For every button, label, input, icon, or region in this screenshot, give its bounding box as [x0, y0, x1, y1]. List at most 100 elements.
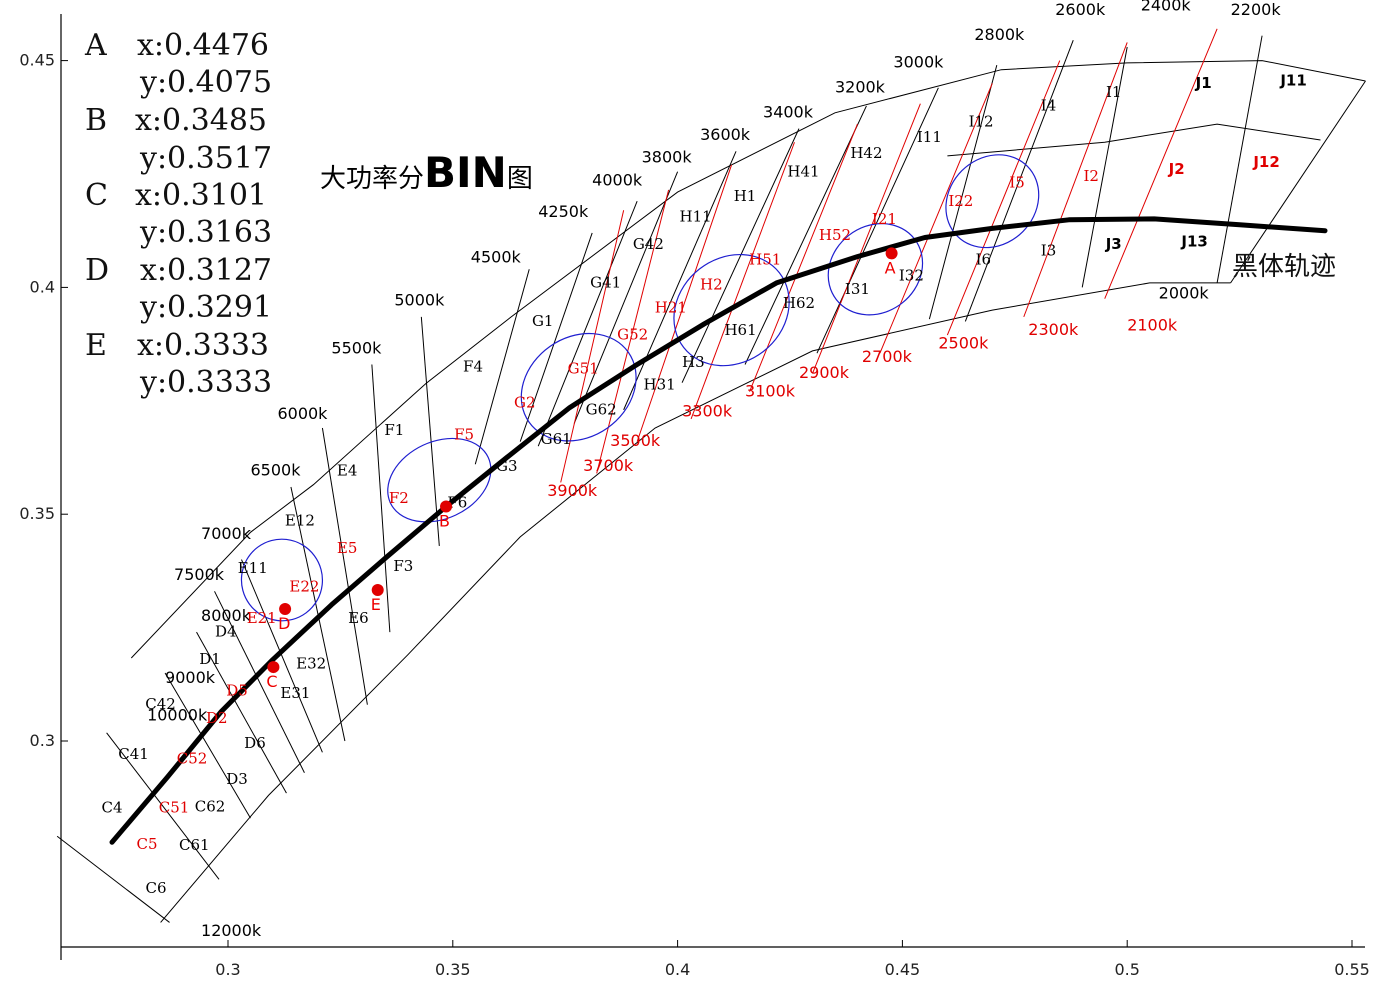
bin-label-E5: E5 [337, 539, 358, 557]
bin-label-J13: J13 [1180, 233, 1207, 251]
cct-label-3000k: 3000k [893, 52, 944, 71]
cct-line-2300k [1023, 42, 1128, 318]
cct-line-4000k [537, 201, 638, 447]
cct-line-3400k [681, 128, 800, 383]
cct-line-3000k [816, 87, 939, 354]
legend-D-y: y:0.3291 [139, 290, 272, 325]
legend-C-name: C [85, 178, 108, 213]
bin-label-G61: G61 [541, 430, 572, 448]
x-tick-label: 0.3 [215, 960, 240, 979]
cct-line-4500k [474, 269, 530, 465]
axes [60, 14, 1365, 960]
cct-line-2000k [1230, 80, 1366, 284]
G-ellipse [520, 332, 637, 442]
legend-D-name: D [85, 253, 109, 288]
chart-title: 大功率分BIN图 [320, 148, 533, 197]
bin-label-E32: E32 [296, 654, 326, 672]
cct-label-2800k: 2800k [974, 25, 1025, 44]
bin-label-G1: G1 [532, 312, 554, 330]
bin-label-H2: H2 [700, 276, 723, 294]
cct-label-12000k: 12000k [201, 921, 262, 940]
bin-label-G2: G2 [514, 394, 536, 412]
bin-label-H61: H61 [724, 321, 756, 339]
bin-label-C41: C41 [118, 745, 149, 763]
cct-label-3700k: 3700k [583, 456, 634, 475]
cct-line-8000k [196, 631, 287, 794]
cct-label-7500k: 7500k [174, 565, 225, 584]
cct-line-2700k [879, 83, 993, 354]
cct-line-3900k [560, 210, 625, 483]
x-tick-label: 0.5 [1114, 960, 1139, 979]
cct-line-9000k [164, 672, 251, 819]
point-C [267, 661, 280, 674]
cct-label-4500k: 4500k [471, 247, 522, 266]
cct-label-2500k: 2500k [938, 334, 989, 353]
bin-label-I12: I12 [969, 112, 994, 130]
cct-label-3800k: 3800k [642, 148, 693, 167]
bin-label-J3: J3 [1105, 235, 1122, 253]
chart-title-part2: BIN [424, 148, 507, 197]
bin-label-J2: J2 [1168, 160, 1185, 178]
cct-line-6000k [321, 427, 368, 705]
bin-label-J1: J1 [1195, 74, 1212, 92]
blackbody-locus [109, 216, 1328, 845]
H-ellipse [673, 253, 790, 367]
bin-label-I31: I31 [845, 280, 870, 298]
cct-line-3500k [636, 164, 733, 442]
x-tick-label: 0.45 [885, 960, 921, 979]
cct-label-3400k: 3400k [763, 102, 814, 121]
cct-line-7000k [241, 559, 323, 753]
ellipses [240, 154, 1040, 622]
bin-label-H21: H21 [655, 298, 687, 316]
bin-label-G62: G62 [586, 400, 617, 418]
cct-line-6500k [290, 486, 346, 742]
legend-A-x: x:0.4476 [137, 28, 269, 63]
bin-label-J11: J11 [1279, 72, 1306, 90]
data-points: A B C D E [266, 247, 898, 691]
bin-label-C52: C52 [177, 750, 208, 768]
bin-label-F3: F3 [393, 557, 413, 575]
bin-label-C62: C62 [195, 797, 226, 815]
bin-label-D3: D3 [226, 770, 248, 788]
point-label-B: B [439, 511, 450, 530]
bin-label-F6: F6 [447, 493, 467, 511]
bin-label-G42: G42 [633, 235, 664, 253]
cct-label-7000k: 7000k [201, 524, 252, 543]
coordinates-legend: A x:0.4476 y:0.4075 B x:0.3485 y:0.3517 … [84, 28, 272, 400]
cct-line-2100k [1104, 28, 1218, 299]
bin-label-I32: I32 [899, 267, 924, 285]
bin-label-H51: H51 [749, 251, 781, 269]
bin-label-I5: I5 [1009, 174, 1024, 192]
D-ellipse [240, 538, 324, 622]
bin-label-I1: I1 [1106, 83, 1121, 101]
bin-label-E4: E4 [337, 462, 358, 480]
bin-label-C61: C61 [179, 836, 210, 854]
bin-label-F1: F1 [384, 421, 404, 439]
bin-label-I22: I22 [948, 192, 973, 210]
cct-label-3500k: 3500k [610, 431, 661, 450]
legend-E-name: E [85, 328, 107, 363]
bin-label-I4: I4 [1041, 96, 1056, 114]
bin-label-D6: D6 [244, 734, 266, 752]
cct-label-3900k: 3900k [547, 481, 598, 500]
cct-line-4250k [519, 232, 593, 442]
cct-label-2700k: 2700k [862, 347, 913, 366]
point-label-A: A [885, 258, 896, 277]
legend-E-x: x:0.3333 [137, 328, 269, 363]
cct-line-3300k [690, 142, 795, 420]
bin-label-I21: I21 [872, 210, 897, 228]
cct-label-3200k: 3200k [835, 77, 886, 96]
bin-label-I11: I11 [917, 128, 942, 146]
cct-label-9000k: 9000k [165, 668, 216, 687]
bin-grid [130, 60, 1366, 923]
axis-ticks: 0.3 0.35 0.4 0.45 0.5 0.55 0.3 0.35 0.4 0.45 [19, 51, 1369, 979]
cct-label-2400k: 2400k [1141, 0, 1192, 15]
cct-line-2200k [1216, 35, 1263, 283]
cct-label-2300k: 2300k [1028, 320, 1079, 339]
x-tick-label: 0.35 [435, 960, 471, 979]
cct-line-2500k [946, 60, 1061, 336]
cct-label-2200k: 2200k [1231, 0, 1282, 19]
bin-label-E6: E6 [348, 609, 369, 627]
legend-B-name: B [85, 103, 107, 138]
